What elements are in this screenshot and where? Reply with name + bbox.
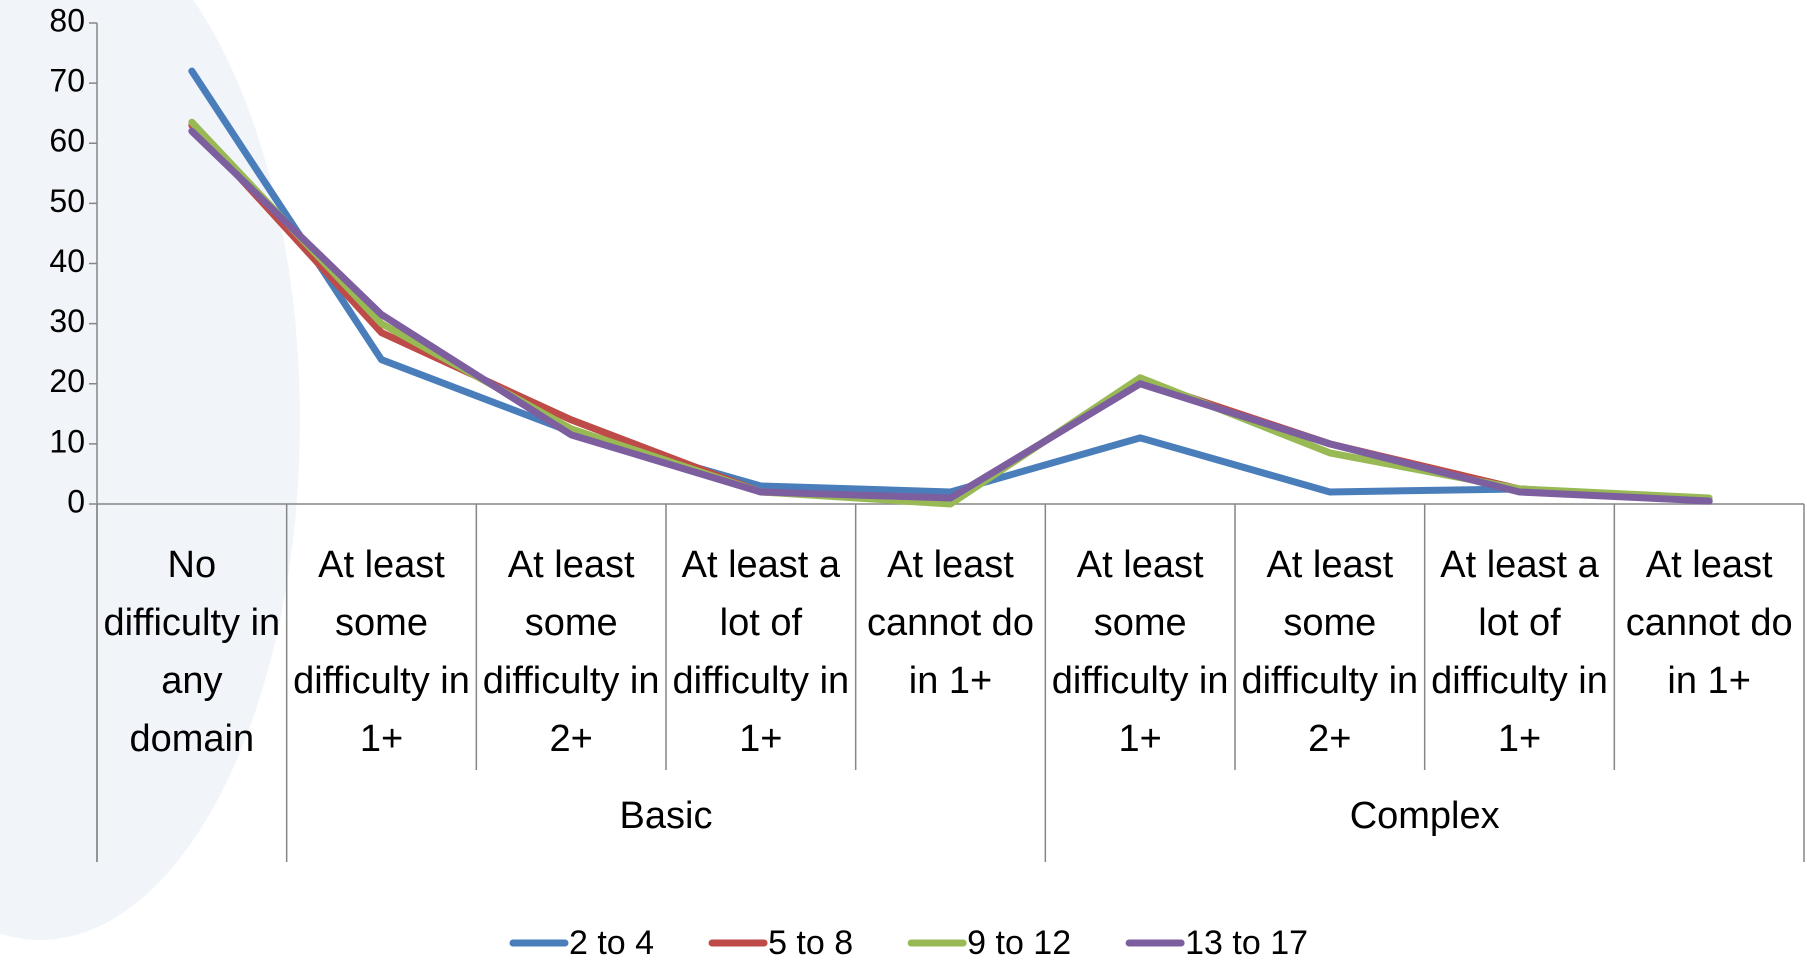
label-line: some bbox=[335, 602, 428, 644]
label-line: difficulty in bbox=[483, 660, 660, 702]
label-line: difficulty in bbox=[1431, 660, 1608, 702]
watermark bbox=[0, 0, 300, 940]
label-line: in 1+ bbox=[1667, 660, 1750, 702]
y-tick-label: 40 bbox=[49, 243, 85, 279]
series-line bbox=[192, 131, 1709, 501]
series-line bbox=[192, 71, 1709, 501]
legend-label: 5 to 8 bbox=[768, 924, 853, 960]
legend-label: 13 to 17 bbox=[1185, 924, 1308, 960]
legend: 2 to 4 5 to 8 9 to 12 13 to 17 bbox=[513, 924, 1308, 960]
y-tick-label: 50 bbox=[49, 183, 85, 219]
x-tick-label: At least a lot of difficulty in 1+ bbox=[1431, 544, 1608, 760]
y-tick-label: 30 bbox=[49, 303, 85, 339]
x-tick-label: At least some difficulty in 1+ bbox=[1052, 544, 1229, 760]
label-line: At least bbox=[1077, 544, 1204, 586]
label-line: any bbox=[161, 660, 222, 702]
label-line: lot of bbox=[1478, 602, 1561, 644]
chart: 0 10 20 30 40 50 60 70 80 No difficulty in any domai… bbox=[0, 0, 1807, 960]
label-line: 1+ bbox=[739, 718, 782, 760]
x-tick-label: At least some difficulty in 2+ bbox=[483, 544, 660, 760]
label-line: cannot do bbox=[867, 602, 1034, 644]
series-line bbox=[192, 125, 1709, 501]
x-tick-label: At least some difficulty in 1+ bbox=[293, 544, 470, 760]
label-line: difficulty in bbox=[293, 660, 470, 702]
label-line: At least bbox=[1266, 544, 1393, 586]
label-line: difficulty in bbox=[1052, 660, 1229, 702]
x-tick-label: At least some difficulty in 2+ bbox=[1241, 544, 1418, 760]
label-line: difficulty in bbox=[672, 660, 849, 702]
label-line: 2+ bbox=[1308, 718, 1351, 760]
label-line: At least bbox=[1646, 544, 1773, 586]
x-tick-label: At least a lot of difficulty in 1+ bbox=[672, 544, 849, 760]
label-line: domain bbox=[130, 718, 255, 760]
label-line: some bbox=[1283, 602, 1376, 644]
label-line: some bbox=[1094, 602, 1187, 644]
y-tick-label: 80 bbox=[49, 2, 85, 38]
label-line: At least a bbox=[682, 544, 841, 586]
page: {"chart_data": {"type": "line", "categor… bbox=[0, 0, 1807, 960]
label-line: difficulty in bbox=[1241, 660, 1418, 702]
label-line: No bbox=[168, 544, 217, 586]
y-tick-label: 10 bbox=[49, 423, 85, 459]
y-tick-label: 60 bbox=[49, 123, 85, 159]
legend-label: 9 to 12 bbox=[967, 924, 1071, 960]
label-line: At least bbox=[887, 544, 1014, 586]
x-tick-label: At least cannot do in 1+ bbox=[1626, 544, 1793, 702]
label-line: in 1+ bbox=[909, 660, 992, 702]
y-tick-label: 20 bbox=[49, 363, 85, 399]
label-line: 1+ bbox=[1119, 718, 1162, 760]
label-line: At least bbox=[318, 544, 445, 586]
label-line: lot of bbox=[720, 602, 803, 644]
label-line: 1+ bbox=[360, 718, 403, 760]
group-label: Complex bbox=[1350, 795, 1500, 837]
y-tick-label: 0 bbox=[67, 483, 85, 519]
y-tick-label: 70 bbox=[49, 63, 85, 99]
label-line: some bbox=[525, 602, 618, 644]
x-tick-label: At least cannot do in 1+ bbox=[867, 544, 1034, 702]
label-line: At least bbox=[508, 544, 635, 586]
label-line: At least a bbox=[1440, 544, 1599, 586]
label-line: 2+ bbox=[550, 718, 593, 760]
group-label: Basic bbox=[620, 795, 713, 837]
label-line: difficulty in bbox=[103, 602, 280, 644]
label-line: cannot do bbox=[1626, 602, 1793, 644]
series-line bbox=[192, 122, 1709, 504]
label-line: 1+ bbox=[1498, 718, 1541, 760]
legend-label: 2 to 4 bbox=[569, 924, 654, 960]
